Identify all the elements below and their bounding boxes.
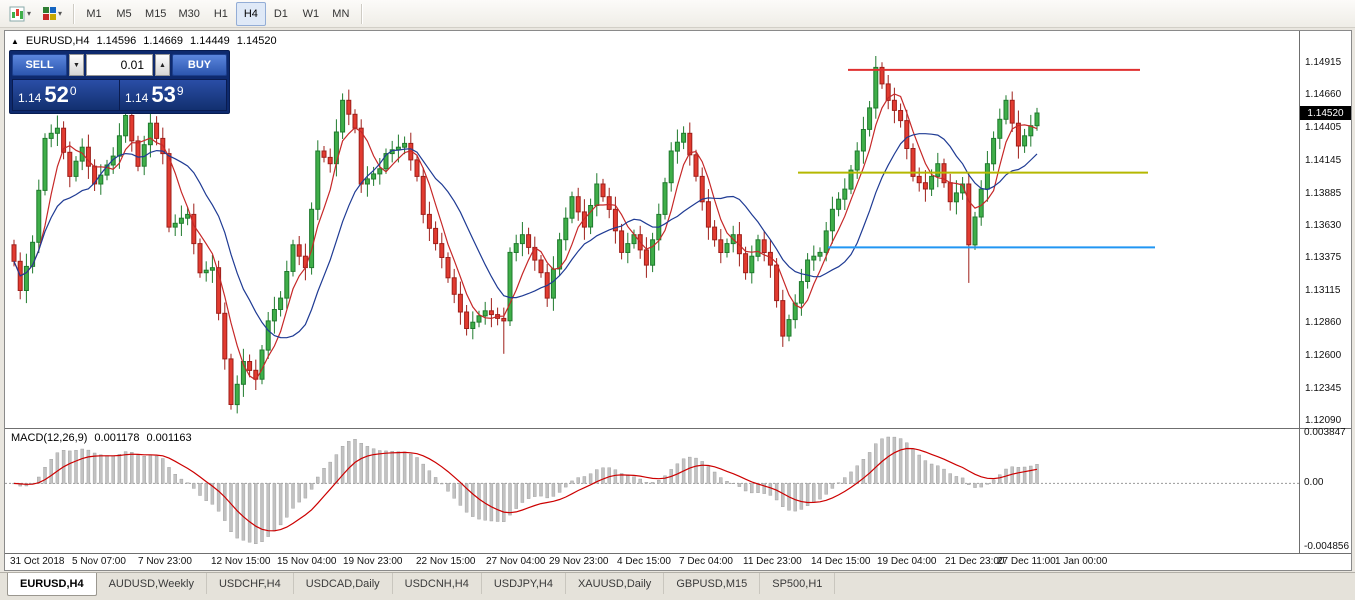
toolbar-separator bbox=[73, 3, 75, 24]
price-axis-border bbox=[1299, 31, 1300, 554]
price-axis-label: 1.12600 bbox=[1305, 350, 1342, 362]
ohlc-low: 1.14449 bbox=[190, 35, 230, 47]
buy-price-point: 9 bbox=[176, 84, 184, 98]
price-axis-label: 1.14145 bbox=[1305, 154, 1342, 166]
price-axis-label: 1.14915 bbox=[1305, 56, 1342, 68]
tab-eurusd-h4[interactable]: EURUSD,H4 bbox=[7, 573, 97, 596]
price-axis-label: 1.12860 bbox=[1305, 317, 1342, 329]
price-axis-label: 1.12345 bbox=[1305, 382, 1342, 394]
ohlc-close: 1.14520 bbox=[236, 35, 277, 47]
lot-increase-button[interactable]: ▲ bbox=[155, 54, 170, 76]
macd-indicator-pane[interactable] bbox=[5, 429, 1299, 553]
timeframe-button-d1[interactable]: D1 bbox=[273, 7, 288, 20]
ohlc-open: 1.14596 bbox=[96, 35, 137, 47]
tab-sp500-h1[interactable]: SP500,H1 bbox=[760, 573, 836, 594]
timeframe-button-m15[interactable]: M15 bbox=[145, 7, 167, 20]
time-axis-label: 7 Dec 04:00 bbox=[679, 556, 733, 567]
chart-type-button[interactable]: ▾ bbox=[3, 2, 37, 26]
price-axis-label: 1.13885 bbox=[1305, 187, 1342, 199]
time-axis-label: 27 Nov 04:00 bbox=[486, 556, 546, 567]
price-axis-label: 1.14660 bbox=[1305, 89, 1342, 101]
candlestick-chart-icon bbox=[9, 6, 25, 21]
time-axis-label: 31 Oct 2018 bbox=[10, 556, 65, 567]
buy-button[interactable]: BUY bbox=[172, 54, 227, 76]
tab-usdcnh-h4[interactable]: USDCNH,H4 bbox=[393, 573, 482, 594]
price-divider bbox=[119, 80, 120, 110]
lot-decrease-button[interactable]: ▼ bbox=[69, 54, 84, 76]
price-axis-label: 1.13115 bbox=[1305, 285, 1341, 297]
tab-gbpusd-m15[interactable]: GBPUSD,M15 bbox=[664, 573, 761, 594]
current-price-tag: 1.14520 bbox=[1300, 106, 1351, 120]
time-axis-label: 15 Nov 04:00 bbox=[277, 556, 337, 567]
macd-axis: 0.003847 0.00 -0.004856 bbox=[1300, 427, 1355, 553]
price-axis-label: 1.13630 bbox=[1305, 219, 1342, 231]
symbol-marker-icon: ▲ bbox=[11, 36, 19, 46]
timeframe-button-mn[interactable]: MN bbox=[332, 7, 350, 20]
timeframe-button-h4[interactable]: H4 bbox=[235, 1, 266, 26]
symbol-info: ▲ EURUSD,H4 1.14596 1.14669 1.14449 1.14… bbox=[11, 35, 277, 47]
lot-size-input[interactable]: 0.01 bbox=[86, 54, 153, 76]
time-axis-label: 4 Dec 15:00 bbox=[617, 556, 671, 567]
one-click-trading-panel: SELL ▼ 0.01 ▲ BUY 1.14 52 0 1.14 53 9 bbox=[9, 50, 230, 114]
time-axis-label: 19 Dec 04:00 bbox=[877, 556, 937, 567]
sell-price-pips: 52 bbox=[44, 82, 69, 107]
chevron-down-icon: ▾ bbox=[27, 9, 32, 18]
time-axis-label: 29 Nov 23:00 bbox=[549, 556, 609, 567]
time-axis-label: 11 Dec 23:00 bbox=[743, 556, 802, 567]
time-axis-label: 5 Nov 07:00 bbox=[72, 556, 126, 567]
sell-button[interactable]: SELL bbox=[12, 54, 67, 76]
macd-name: MACD(12,26,9) bbox=[11, 432, 88, 444]
tab-xauusd-daily[interactable]: XAUUSD,Daily bbox=[566, 573, 665, 594]
sell-price-prefix: 1.14 bbox=[18, 91, 42, 105]
time-axis: 31 Oct 2018 5 Nov 07:00 7 Nov 23:00 12 Nov … bbox=[5, 554, 1351, 570]
timeframe-button-h1[interactable]: H1 bbox=[213, 7, 228, 20]
ohlc-high: 1.14669 bbox=[143, 35, 184, 47]
macd-main-value: 0.001178 bbox=[94, 432, 140, 444]
macd-axis-label: 0.00 bbox=[1304, 477, 1324, 489]
timeframe-button-m1[interactable]: M1 bbox=[86, 7, 102, 20]
main-chart[interactable] bbox=[5, 31, 1299, 428]
symbol-title: EURUSD,H4 bbox=[25, 35, 90, 47]
time-axis-label: 27 Dec 11:00 bbox=[997, 556, 1056, 567]
price-axis-label: 1.13375 bbox=[1305, 252, 1342, 264]
sell-price-display[interactable]: 1.14 52 0 bbox=[13, 80, 119, 110]
buy-price-prefix: 1.14 bbox=[125, 91, 149, 105]
colors-button[interactable]: ▾ bbox=[37, 2, 68, 26]
sell-price-point: 0 bbox=[69, 84, 77, 98]
time-axis-label: 7 Nov 23:00 bbox=[138, 556, 192, 567]
macd-axis-label: 0.003847 bbox=[1304, 427, 1346, 438]
macd-signal-value: 0.001163 bbox=[146, 432, 192, 444]
price-axis: 1.14520 1.14915 1.14660 1.14405 1.14145 1.13… bbox=[1300, 31, 1351, 554]
toolbar: ▾ ▾ M1 M5 M15 M30 H1 H4 D1 W1 MN bbox=[0, 0, 1355, 28]
pane-separator[interactable] bbox=[5, 553, 1351, 554]
tab-audusd-weekly[interactable]: AUDUSD,Weekly bbox=[97, 573, 207, 594]
macd-axis-label: -0.004856 bbox=[1304, 541, 1350, 552]
timeframe-button-w1[interactable]: W1 bbox=[302, 7, 320, 20]
tab-usdchf-h4[interactable]: USDCHF,H4 bbox=[207, 573, 294, 594]
palette-icon bbox=[43, 7, 57, 20]
price-axis-label: 1.14405 bbox=[1305, 121, 1342, 133]
price-axis-label: 1.12090 bbox=[1305, 415, 1342, 427]
timeframe-button-m5[interactable]: M5 bbox=[116, 7, 132, 20]
toolbar-separator bbox=[360, 3, 362, 24]
time-axis-label: 12 Nov 15:00 bbox=[211, 556, 271, 567]
macd-label: MACD(12,26,9) 0.001178 0.001163 bbox=[11, 432, 192, 444]
time-axis-label: 21 Dec 23:00 bbox=[945, 556, 1005, 567]
time-axis-label: 1 Jan 00:00 bbox=[1055, 556, 1108, 567]
time-axis-label: 19 Nov 23:00 bbox=[343, 556, 403, 567]
tab-usdjpy-h4[interactable]: USDJPY,H4 bbox=[482, 573, 566, 594]
chart-tab-bar: EURUSD,H4 AUDUSD,Weekly USDCHF,H4 USDCAD… bbox=[0, 572, 1355, 600]
chart-window: ▲ EURUSD,H4 1.14596 1.14669 1.14449 1.14… bbox=[4, 30, 1352, 571]
buy-price-pips: 53 bbox=[151, 82, 176, 107]
timeframe-button-m30[interactable]: M30 bbox=[178, 7, 200, 20]
time-axis-label: 14 Dec 15:00 bbox=[811, 556, 871, 567]
time-axis-label: 22 Nov 15:00 bbox=[416, 556, 476, 567]
pane-separator[interactable] bbox=[5, 428, 1351, 429]
tab-usdcad-daily[interactable]: USDCAD,Daily bbox=[294, 573, 393, 594]
buy-price-display[interactable]: 1.14 53 9 bbox=[120, 80, 226, 110]
chevron-down-icon: ▾ bbox=[58, 9, 63, 18]
